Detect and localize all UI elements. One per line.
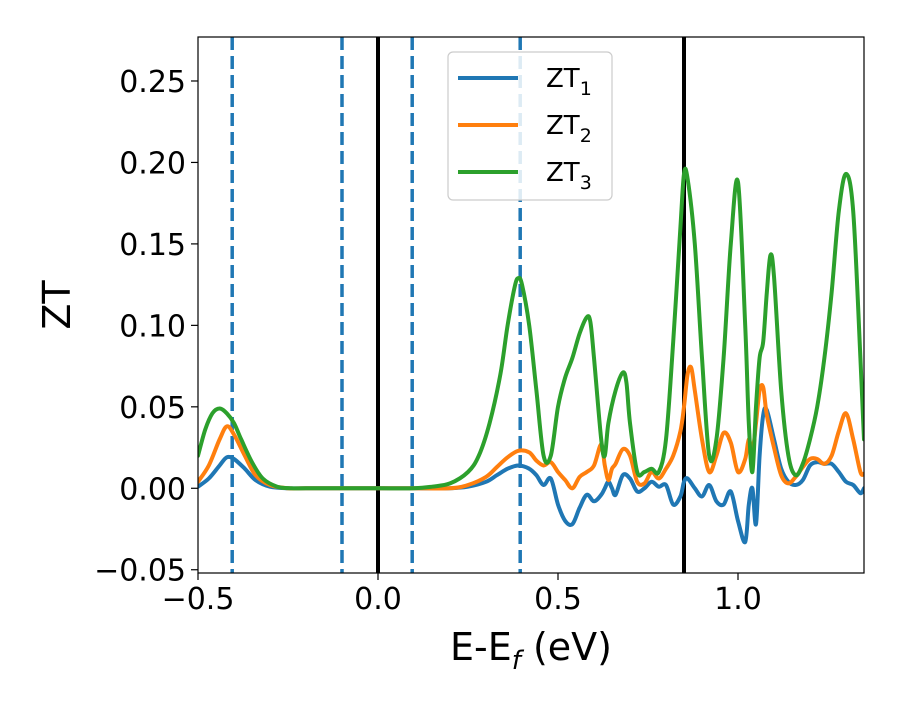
x-axis-title-main: E-E	[450, 625, 512, 669]
y-tick-label: 0.05	[119, 391, 186, 426]
y-axis-title: ZT	[35, 280, 79, 330]
x-tick-label: 0.5	[534, 582, 582, 617]
x-tick-label: 1.0	[714, 582, 762, 617]
x-tick-label: −0.5	[162, 582, 235, 617]
y-tick-label: 0.10	[119, 309, 186, 344]
y-tick-label: −0.05	[94, 554, 186, 589]
series-line-zt1	[198, 405, 864, 545]
y-tick-label: 0.00	[119, 472, 186, 507]
legend-label-zt2: ZT2	[546, 111, 592, 147]
y-tick-label: 0.20	[119, 146, 186, 181]
x-tick-label: 0.0	[354, 582, 402, 617]
legend: ZT1 ZT2 ZT3	[447, 51, 613, 201]
x-axis-ticks: −0.5 0.0 0.5 1.0	[162, 573, 762, 617]
plot-frame	[197, 36, 865, 574]
series-lines	[198, 166, 864, 545]
y-tick-label: 0.15	[119, 228, 186, 263]
legend-label-zt3: ZT3	[546, 158, 592, 194]
series-line-zt3	[198, 166, 864, 491]
y-tick-label: 0.25	[119, 65, 186, 100]
legend-box	[447, 51, 613, 201]
y-axis-ticks: −0.05 0.00 0.05 0.10 0.15 0.20 0.25	[94, 65, 198, 589]
legend-label-zt1: ZT1	[546, 64, 592, 100]
x-axis-title: E-Ef (eV)	[450, 625, 612, 676]
x-axis-title-tail: (eV)	[521, 625, 612, 669]
